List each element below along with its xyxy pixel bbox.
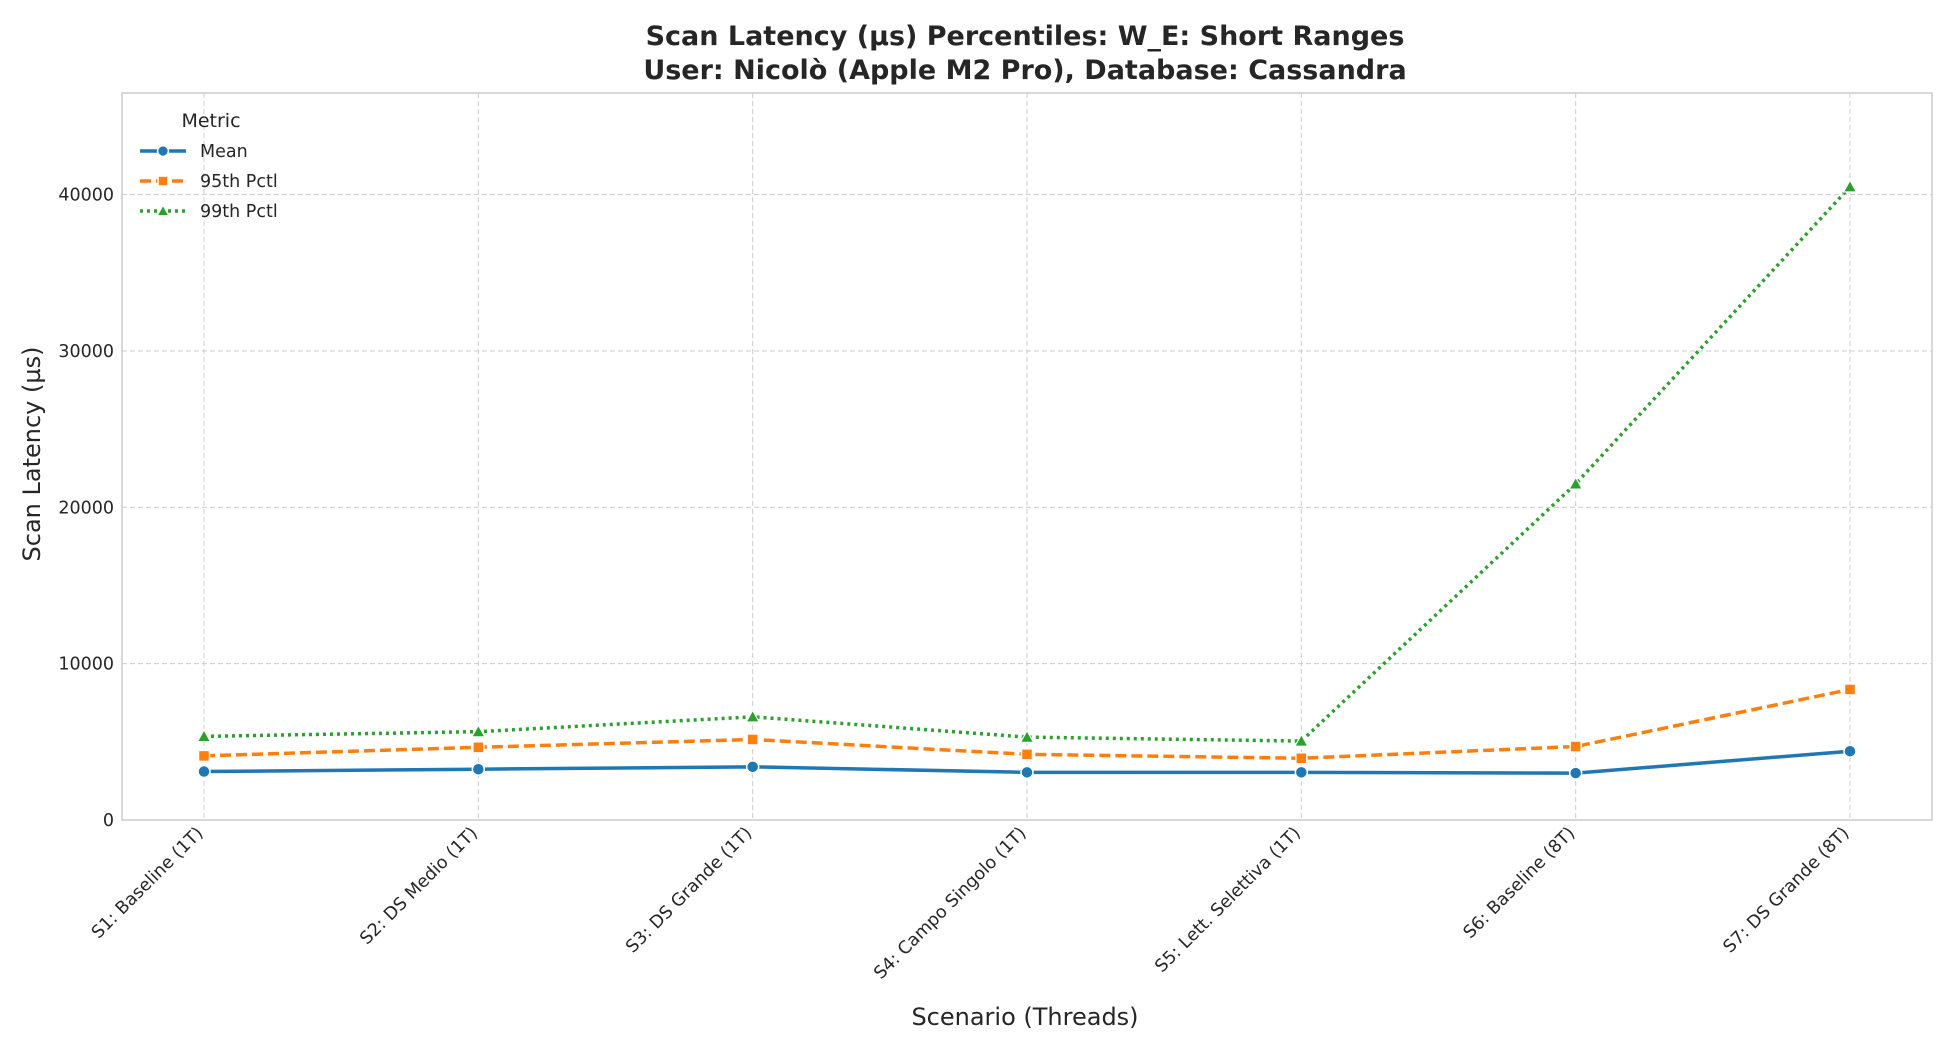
x-axis-label: Scenario (Threads): [911, 1003, 1138, 1031]
grid: [122, 93, 1932, 821]
x-tick-label: S5: Lett. Selettiva (1T): [1151, 823, 1304, 976]
x-tick-label: S3: DS Grande (1T): [622, 823, 756, 957]
data-point-triangle: [1842, 179, 1858, 193]
legend-label: Mean: [200, 142, 248, 162]
series-99th-pctl: [196, 179, 1858, 747]
y-tick-label: 40000: [58, 186, 114, 206]
data-point-circle: [1020, 765, 1034, 780]
data-point-circle: [471, 762, 486, 776]
data-point-square: [1843, 683, 1857, 696]
chart-title: Scan Latency (µs) Percentiles: W_E: Shor…: [646, 21, 1405, 52]
data-point-square: [472, 741, 485, 754]
x-tick-label: S1: Baseline (1T): [88, 823, 207, 942]
data-point-square: [197, 749, 211, 763]
legend-label: 99th Pctl: [200, 202, 278, 222]
data-point-circle: [1843, 744, 1857, 758]
y-tick-label: 10000: [58, 655, 114, 675]
data-point-triangle: [745, 709, 761, 723]
data-point-circle: [197, 764, 211, 779]
legend: Metric Mean 95th Pctl 99th Pctl: [140, 110, 278, 222]
x-tick-label: S6: Baseline (8T): [1460, 823, 1579, 942]
y-axis-ticks: 0 10000 20000 30000 40000: [58, 186, 114, 831]
plot-frame: [121, 92, 1933, 821]
data-point-square: [1020, 748, 1034, 761]
x-tick-label: S4: Campo Singolo (1T): [870, 823, 1030, 983]
legend-item-mean: Mean: [140, 142, 248, 162]
series-layer: [196, 179, 1858, 780]
legend-marker-triangle: [156, 203, 170, 217]
data-point-square: [1569, 740, 1582, 753]
legend-items: Mean 95th Pctl 99th Pctl: [140, 142, 278, 222]
data-point-circle: [1294, 765, 1309, 780]
legend-marker-square: [157, 175, 169, 187]
legend-title: Metric: [181, 110, 240, 132]
data-point-triangle: [470, 723, 486, 738]
data-point-circle: [1568, 766, 1583, 780]
series-line: [203, 687, 1851, 760]
legend-item-95th-pctl: 95th Pctl: [140, 172, 278, 192]
legend-label: 95th Pctl: [200, 172, 278, 192]
data-point-triangle: [1568, 476, 1584, 490]
data-point-circle: [745, 760, 760, 774]
data-point-triangle: [1019, 729, 1035, 743]
series-mean: [197, 744, 1857, 780]
legend-marker-circle: [156, 144, 170, 158]
x-tick-label: S7: DS Grande (8T): [1720, 823, 1854, 957]
data-point-square: [746, 733, 759, 746]
chart-subtitle: User: Nicolò (Apple M2 Pro), Database: C…: [643, 55, 1406, 86]
data-point-triangle: [196, 728, 212, 743]
y-tick-label: 0: [103, 811, 114, 831]
data-point-triangle: [1293, 733, 1309, 747]
series-95th-pctl: [197, 683, 1857, 765]
y-tick-label: 30000: [58, 342, 114, 362]
x-tick-label: S2: DS Medio (1T): [356, 823, 481, 948]
legend-item-99th-pctl: 99th Pctl: [140, 202, 278, 222]
x-axis-ticks: S1: Baseline (1T) S2: DS Medio (1T) S3: DS…: [88, 823, 1853, 983]
y-tick-label: 20000: [58, 498, 114, 518]
data-point-square: [1295, 751, 1308, 765]
y-axis-label: Scan Latency (µs): [18, 347, 46, 562]
